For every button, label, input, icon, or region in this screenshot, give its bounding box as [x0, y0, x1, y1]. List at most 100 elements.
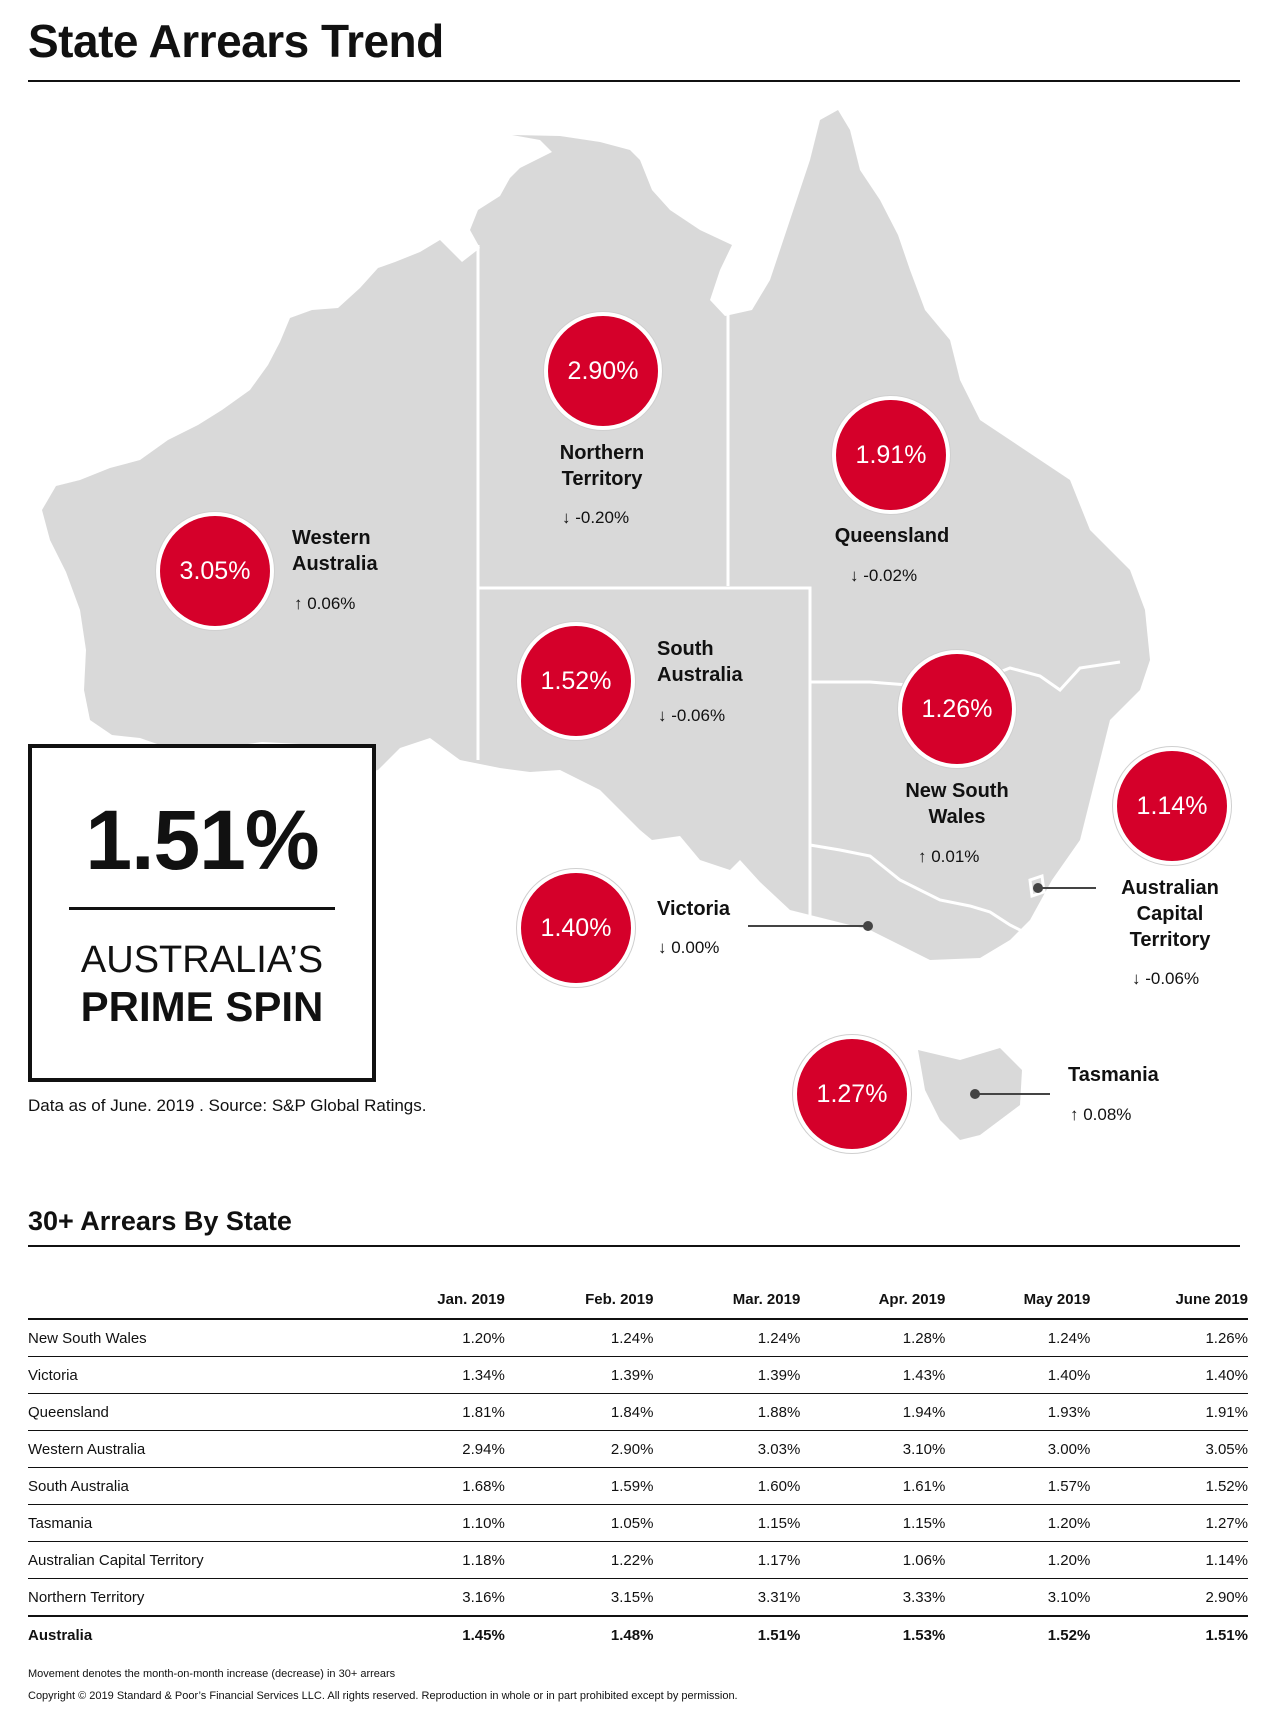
- total-value-cell: 1.48%: [504, 1615, 654, 1653]
- nt-name: Northern Territory: [559, 442, 645, 490]
- value-cell: 1.61%: [800, 1467, 946, 1505]
- table-row: New South Wales 1.20% 1.24% 1.24% 1.28% …: [28, 1319, 1248, 1357]
- value-cell: 1.24%: [504, 1319, 654, 1357]
- title-rule: [28, 80, 1240, 82]
- value-cell: 1.27%: [1090, 1504, 1248, 1542]
- value-cell: 1.17%: [653, 1541, 801, 1579]
- column-header: [28, 1280, 358, 1320]
- value-cell: 1.68%: [358, 1467, 505, 1505]
- value-cell: 1.39%: [504, 1356, 654, 1394]
- value-cell: 1.20%: [945, 1541, 1091, 1579]
- table-row: Western Australia 2.94% 2.90% 3.03% 3.10…: [28, 1430, 1248, 1468]
- tas-leader-dot: [970, 1089, 980, 1099]
- value-cell: 3.15%: [504, 1578, 654, 1617]
- value-cell: 1.26%: [1090, 1319, 1248, 1357]
- value-cell: 1.59%: [504, 1467, 654, 1505]
- value-cell: 1.57%: [945, 1467, 1091, 1505]
- national-label-line1: AUSTRALIA’S: [80, 939, 324, 981]
- state-cell: Australian Capital Territory: [28, 1541, 358, 1579]
- nsw-movement: ↑ 0.01%: [918, 847, 980, 866]
- column-header: Mar. 2019: [653, 1280, 801, 1320]
- value-cell: 1.40%: [945, 1356, 1091, 1394]
- act-value-circle: 1.14%: [1117, 751, 1227, 861]
- table-row: Queensland 1.81% 1.84% 1.88% 1.94% 1.93%…: [28, 1393, 1248, 1431]
- table-row: Northern Territory 3.16% 3.15% 3.31% 3.3…: [28, 1578, 1248, 1617]
- national-label-line2: PRIME SPIN: [80, 983, 324, 1030]
- value-cell: 1.22%: [504, 1541, 654, 1579]
- tas-movement: ↑ 0.08%: [1070, 1105, 1132, 1124]
- value-cell: 1.18%: [358, 1541, 505, 1579]
- vic-movement: ↓ 0.00%: [658, 938, 720, 957]
- vic-name: Victoria: [657, 898, 730, 920]
- value-cell: 1.94%: [800, 1393, 946, 1431]
- value-cell: 1.84%: [504, 1393, 654, 1431]
- state-cell: South Australia: [28, 1467, 358, 1505]
- value-cell: 1.20%: [358, 1319, 505, 1357]
- total-value-cell: 1.52%: [945, 1615, 1091, 1653]
- act-leader-dot: [1033, 883, 1043, 893]
- wa-name: Western Australia: [292, 527, 378, 575]
- nt-value-circle: 2.90%: [548, 316, 658, 426]
- tas-name: Tasmania: [1068, 1064, 1159, 1086]
- act-leader-line: [1040, 887, 1096, 889]
- vic-value-circle: 1.40%: [521, 873, 631, 983]
- qld-value-circle: 1.91%: [836, 400, 946, 510]
- vic-leader-dot: [863, 921, 873, 931]
- table-title: 30+ Arrears By State: [28, 1206, 292, 1236]
- value-cell: 1.28%: [800, 1319, 946, 1357]
- table-row: Australian Capital Territory 1.18% 1.22%…: [28, 1541, 1248, 1579]
- nsw-value-circle: 1.26%: [902, 654, 1012, 764]
- source-note: Data as of June. 2019 . Source: S&P Glob…: [28, 1096, 427, 1115]
- tas-value-circle: 1.27%: [797, 1039, 907, 1149]
- value-cell: 3.05%: [1090, 1430, 1248, 1468]
- nsw-name: New South Wales: [905, 780, 1009, 828]
- state-cell: New South Wales: [28, 1319, 358, 1357]
- table-header-row: Jan. 2019 Feb. 2019 Mar. 2019 Apr. 2019 …: [28, 1280, 1248, 1320]
- value-cell: 1.15%: [653, 1504, 801, 1542]
- state-cell: Northern Territory: [28, 1578, 358, 1617]
- value-cell: 1.40%: [1090, 1356, 1248, 1394]
- state-cell: Western Australia: [28, 1430, 358, 1468]
- qld-movement: ↓ -0.02%: [850, 566, 918, 585]
- value-cell: 1.24%: [945, 1319, 1091, 1357]
- national-value: 1.51%: [85, 793, 319, 887]
- table-row: Tasmania 1.10% 1.05% 1.15% 1.15% 1.20% 1…: [28, 1504, 1248, 1542]
- value-cell: 1.24%: [653, 1319, 801, 1357]
- sa-name: South Australia: [657, 638, 743, 686]
- total-value-cell: 1.45%: [358, 1615, 505, 1653]
- sa-movement: ↓ -0.06%: [658, 706, 726, 725]
- table-row: South Australia 1.68% 1.59% 1.60% 1.61% …: [28, 1467, 1248, 1505]
- table-total-row: Australia 1.45% 1.48% 1.51% 1.53% 1.52% …: [28, 1615, 1248, 1653]
- qld-name: Queensland: [834, 525, 950, 547]
- national-divider: [69, 907, 335, 910]
- column-header: Apr. 2019: [800, 1280, 946, 1320]
- value-cell: 3.03%: [653, 1430, 801, 1468]
- table-title-rule: [28, 1245, 1240, 1247]
- page-title: State Arrears Trend: [28, 15, 444, 67]
- national-figure-box: 1.51% AUSTRALIA’S PRIME SPIN: [28, 744, 376, 1082]
- total-value-cell: 1.51%: [1090, 1615, 1248, 1653]
- act-name: Australian Capital Territory: [1121, 877, 1219, 951]
- value-cell: 3.16%: [358, 1578, 505, 1617]
- value-cell: 1.10%: [358, 1504, 505, 1542]
- value-cell: 1.20%: [945, 1504, 1091, 1542]
- wa-value-circle: 3.05%: [160, 516, 270, 626]
- value-cell: 1.06%: [800, 1541, 946, 1579]
- copyright-footnote: Copyright © 2019 Standard & Poor’s Finan…: [28, 1690, 738, 1702]
- value-cell: 1.43%: [800, 1356, 946, 1394]
- state-cell: Queensland: [28, 1393, 358, 1431]
- total-value-cell: 1.51%: [653, 1615, 801, 1653]
- value-cell: 2.90%: [504, 1430, 654, 1468]
- value-cell: 3.31%: [653, 1578, 801, 1617]
- value-cell: 1.39%: [653, 1356, 801, 1394]
- column-header: May 2019: [945, 1280, 1091, 1320]
- value-cell: 1.60%: [653, 1467, 801, 1505]
- value-cell: 1.81%: [358, 1393, 505, 1431]
- tas-leader-line: [978, 1093, 1050, 1095]
- wa-movement: ↑ 0.06%: [294, 594, 356, 613]
- state-cell: Tasmania: [28, 1504, 358, 1542]
- value-cell: 1.34%: [358, 1356, 505, 1394]
- value-cell: 3.10%: [800, 1430, 946, 1468]
- value-cell: 1.93%: [945, 1393, 1091, 1431]
- value-cell: 1.05%: [504, 1504, 654, 1542]
